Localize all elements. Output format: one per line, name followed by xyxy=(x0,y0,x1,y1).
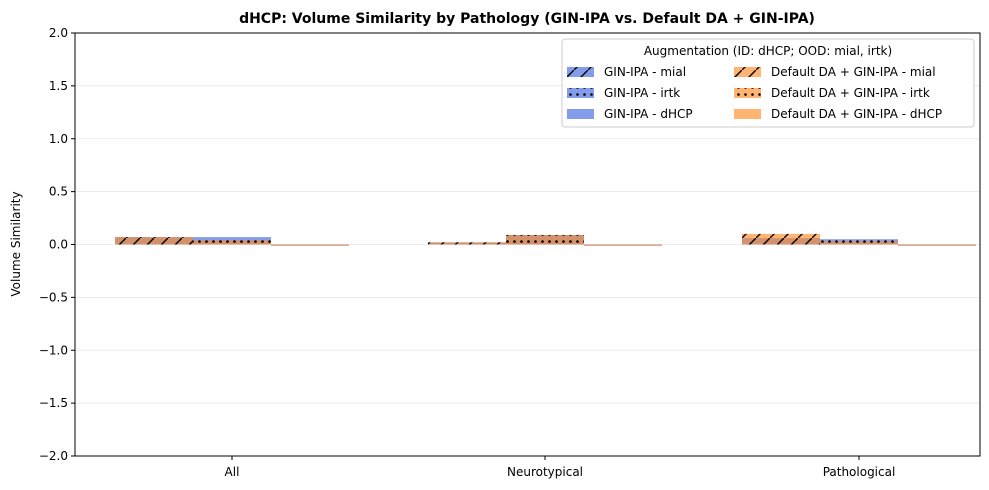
bar-hatch-default-da-gin-ipa-mial-neurotypical xyxy=(428,242,506,245)
legend: Augmentation (ID: dHCP; OOD: mial, irtk)… xyxy=(561,38,975,128)
x-axis-ticks: All Neurotypical Pathological xyxy=(225,456,896,479)
bar-hatch-default-da-gin-ipa-irtk-neurotypical xyxy=(506,234,584,245)
x-tick-label: Pathological xyxy=(823,465,896,479)
bar-hatch-default-da-gin-ipa-mial-all xyxy=(115,237,193,245)
legend-swatch-hatch-default-da-gin-ipa-mial xyxy=(734,67,761,77)
bar-hatch-default-da-gin-ipa-irtk-pathological xyxy=(820,241,898,245)
y-tick-label: 0.5 xyxy=(49,185,68,199)
bar-default-da-gin-ipa-dhcp-neurotypical xyxy=(584,244,662,246)
legend-swatch-hatch-default-da-gin-ipa-irtk xyxy=(734,88,761,98)
y-tick-label: −1.5 xyxy=(39,396,68,410)
y-tick-label: 1.5 xyxy=(49,79,68,93)
y-tick-label: 2.0 xyxy=(49,26,68,40)
y-tick-label: −2.0 xyxy=(39,449,68,463)
y-tick-label: 0.0 xyxy=(49,238,68,252)
bar-hatch-default-da-gin-ipa-mial-pathological xyxy=(742,233,820,245)
legend-title: Augmentation (ID: dHCP; OOD: mial, irtk) xyxy=(644,44,892,58)
y-tick-label: −1.0 xyxy=(39,343,68,357)
x-tick-label: All xyxy=(225,465,240,479)
legend-label-default-da-gin-ipa-dhcp: Default DA + GIN-IPA - dHCP xyxy=(771,107,942,121)
bar-hatch-default-da-gin-ipa-irtk-all xyxy=(193,240,271,245)
legend-label-default-da-gin-ipa-mial: Default DA + GIN-IPA - mial xyxy=(771,65,936,79)
legend-swatch-hatch-gin-ipa-irtk xyxy=(567,88,594,98)
legend-swatch-hatch-gin-ipa-mial xyxy=(567,67,594,77)
y-axis-label: Volume Similarity xyxy=(9,191,23,296)
legend-swatch-default-da-gin-ipa-dhcp xyxy=(734,109,761,119)
y-axis-ticks: −2.0 −1.5 −1.0 −0.5 0.0 0.5 1.0 1.5 2.0 xyxy=(39,26,75,463)
bar-default-da-gin-ipa-dhcp-all xyxy=(271,244,349,246)
legend-label-gin-ipa-mial: GIN-IPA - mial xyxy=(604,65,686,79)
y-tick-label: 1.0 xyxy=(49,132,68,146)
y-tick-label: −0.5 xyxy=(39,290,68,304)
legend-label-gin-ipa-dhcp: GIN-IPA - dHCP xyxy=(604,107,693,121)
legend-label-default-da-gin-ipa-irtk: Default DA + GIN-IPA - irtk xyxy=(771,86,930,100)
x-tick-label: Neurotypical xyxy=(507,465,583,479)
bar-default-da-gin-ipa-dhcp-pathological xyxy=(898,244,976,246)
bar-group xyxy=(115,233,976,246)
chart-title: dHCP: Volume Similarity by Pathology (GI… xyxy=(239,11,815,27)
legend-swatch-gin-ipa-dhcp xyxy=(567,109,594,119)
legend-label-gin-ipa-irtk: GIN-IPA - irtk xyxy=(604,86,680,100)
legend-box xyxy=(561,38,975,128)
